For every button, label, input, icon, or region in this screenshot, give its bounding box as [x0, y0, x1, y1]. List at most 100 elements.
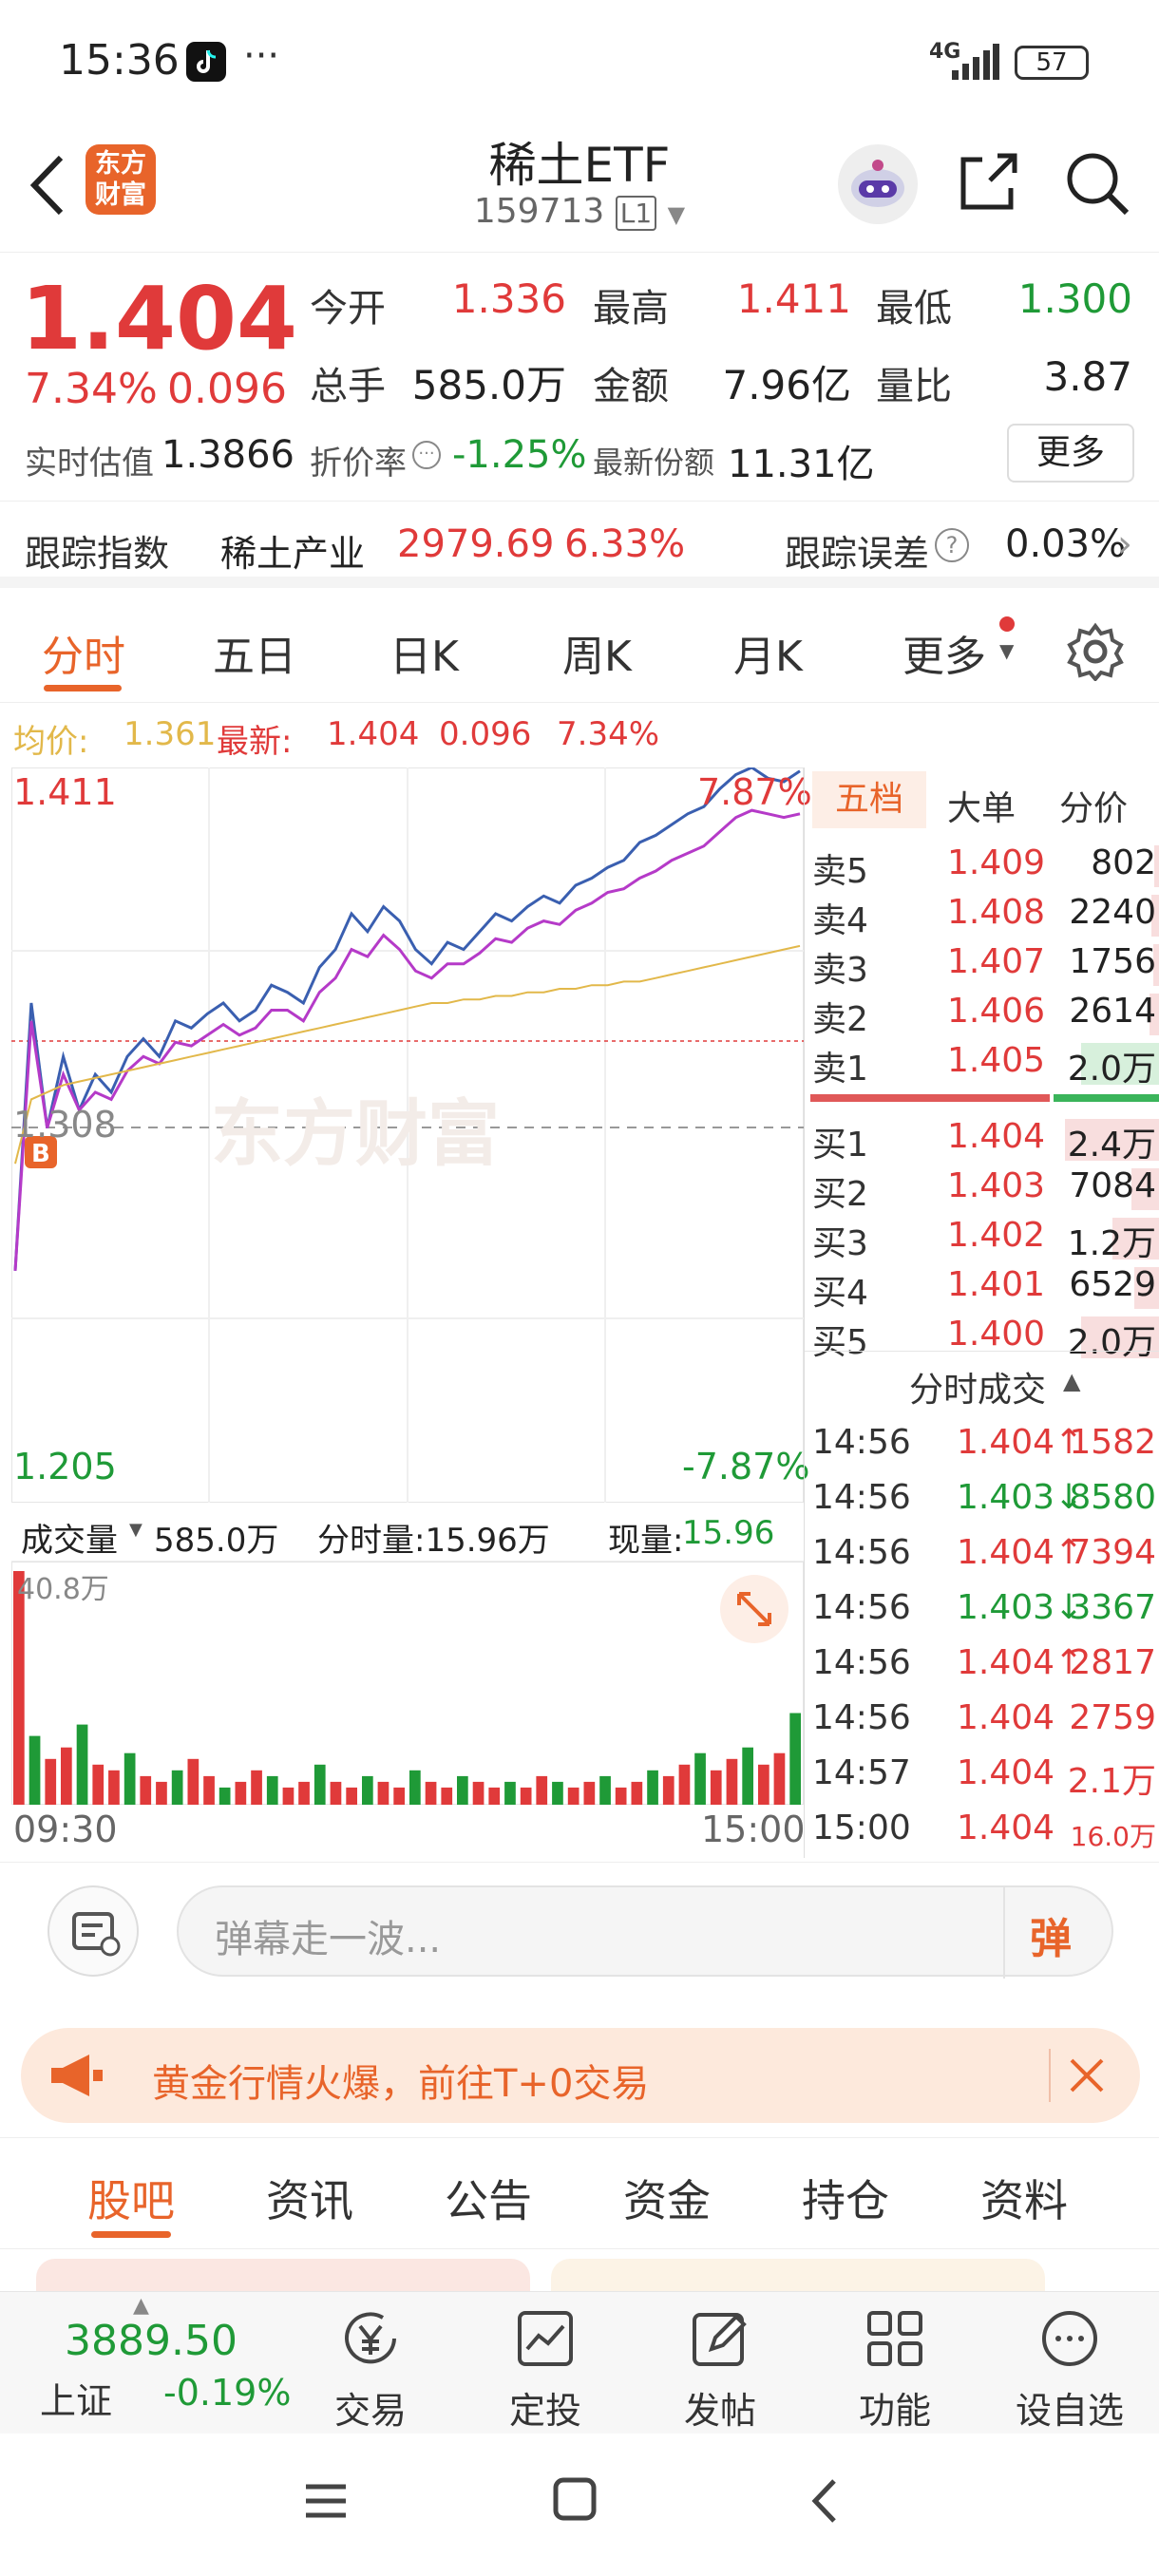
- bid-volume-bar: [1112, 1218, 1159, 1260]
- battery-level: 57: [1036, 48, 1068, 77]
- shares-label: 最新份额: [593, 445, 715, 481]
- bid-row[interactable]: 买4 1.401 6529: [805, 1261, 1159, 1313]
- assistant-avatar[interactable]: [838, 144, 918, 224]
- chart-frame-icon: [518, 2311, 573, 2366]
- help-icon[interactable]: ?: [935, 528, 969, 562]
- expand-button[interactable]: [720, 1575, 788, 1643]
- tab-more[interactable]: 更多: [902, 633, 986, 681]
- close-icon[interactable]: [1066, 2055, 1108, 2096]
- volume-bar: [409, 1770, 421, 1805]
- ask-row[interactable]: 卖2 1.406 2614: [805, 988, 1159, 1039]
- trade-volume: 3367: [1069, 1588, 1156, 1627]
- ask-row[interactable]: 卖3 1.407 1756: [805, 938, 1159, 990]
- tracking-pct: 6.33%: [564, 522, 686, 566]
- tab-news[interactable]: 资讯: [266, 2175, 353, 2226]
- danmu-input[interactable]: 弹幕走一波... 弹: [177, 1885, 1113, 1979]
- order-book: 五档 大单 分价 卖5 1.409 802 卖4 1.408 2240 卖3 1.407 175…: [804, 767, 1159, 1858]
- tab-monthly-k[interactable]: 月K: [733, 633, 803, 681]
- tab-profile[interactable]: 资料: [980, 2175, 1068, 2226]
- caret-down-icon: ▼: [999, 639, 1015, 662]
- tab-indicator: [44, 685, 122, 691]
- volume-bar: [76, 1724, 88, 1805]
- search-icon[interactable]: [1062, 148, 1130, 217]
- bid-volume-bar: [1065, 1119, 1159, 1161]
- trade-price: 1.404: [957, 1753, 1055, 1792]
- bid-vol: 6529: [1069, 1265, 1156, 1304]
- danmu-settings-button[interactable]: [48, 1885, 139, 1977]
- chart-top-price: 1.411: [13, 771, 117, 813]
- trade-row: 14:56 1.404↑ 1582: [805, 1419, 1159, 1468]
- bid-price: 1.401: [947, 1265, 1046, 1304]
- chart-tabs: 分时 五日 日K 周K 月K 更多 ▼: [0, 594, 1159, 703]
- market-index-widget[interactable]: ▲ 3889.50 上证 -0.19%: [0, 2292, 304, 2434]
- ask-bid-ratio-red: [810, 1094, 1050, 1102]
- volume-bar: [694, 1752, 706, 1805]
- more-button[interactable]: 更多: [1007, 424, 1134, 483]
- caret-down-icon[interactable]: ▼: [129, 1520, 142, 1540]
- trade-price: 1.404: [957, 1698, 1055, 1737]
- ask-row[interactable]: 卖4 1.408 2240: [805, 889, 1159, 940]
- bid-row[interactable]: 买5 1.400 2.0万: [805, 1311, 1159, 1362]
- latest-pct: 7.34%: [557, 715, 660, 753]
- home-icon[interactable]: [551, 2475, 598, 2523]
- volume-chart-svg[interactable]: [11, 1562, 804, 1805]
- tracking-row[interactable]: 跟踪指数 稀土产业 2979.69 6.33% 跟踪误差 ? 0.03% ›: [0, 501, 1159, 588]
- buy-marker-badge[interactable]: [25, 1136, 57, 1168]
- share-icon[interactable]: [956, 148, 1022, 215]
- tab-large-orders[interactable]: 大单: [947, 789, 1016, 828]
- tab-five-day[interactable]: 五日: [213, 633, 296, 681]
- volume-bar: [377, 1781, 390, 1805]
- invest-plan-button[interactable]: 定投: [469, 2292, 621, 2434]
- trade-time: 14:56: [812, 1533, 911, 1572]
- back-icon[interactable]: [806, 2475, 844, 2527]
- trade-row: 14:56 1.403↓ 8580: [805, 1474, 1159, 1524]
- menu-icon[interactable]: [302, 2477, 350, 2525]
- caret-up-icon: ▲: [133, 2294, 149, 2318]
- bid-row[interactable]: 买1 1.404 2.4万: [805, 1113, 1159, 1165]
- post-button[interactable]: 发帖: [644, 2292, 796, 2434]
- chart-top-pct: 7.87%: [697, 771, 812, 813]
- trade-button[interactable]: 交易: [294, 2292, 446, 2434]
- logo-text-2: 财富: [95, 180, 146, 210]
- trade-volume: 2759: [1069, 1698, 1156, 1737]
- notification-dot: [999, 616, 1015, 632]
- add-watchlist-button[interactable]: 设自选: [994, 2292, 1146, 2434]
- tab-announcements[interactable]: 公告: [445, 2175, 532, 2226]
- info-icon[interactable]: ···: [412, 441, 441, 469]
- volume-bar: [583, 1781, 596, 1805]
- tab-five-levels[interactable]: 五档: [812, 771, 926, 828]
- volume-selector[interactable]: 成交量: [21, 1522, 118, 1560]
- tab-daily-k[interactable]: 日K: [390, 633, 459, 681]
- promo-banner[interactable]: 黄金行情火爆，前往T+0交易: [21, 2028, 1140, 2123]
- tab-indicator: [91, 2231, 171, 2238]
- caret-down-icon[interactable]: ▼: [667, 201, 686, 228]
- ask-row[interactable]: 卖1 1.405 2.0万: [805, 1037, 1159, 1089]
- tab-weekly-k[interactable]: 周K: [562, 633, 632, 681]
- tab-price-dist[interactable]: 分价: [1059, 789, 1129, 828]
- chevron-left-icon[interactable]: [27, 152, 68, 218]
- functions-button[interactable]: 功能: [819, 2292, 971, 2434]
- trades-title[interactable]: 分时成交: [909, 1371, 1047, 1410]
- volume-bar: [520, 1787, 532, 1805]
- bid-row[interactable]: 买2 1.403 7084: [805, 1163, 1159, 1214]
- settings-gear-icon[interactable]: [1066, 622, 1125, 681]
- avg-price-line: [14, 944, 801, 1165]
- volume-bar: [156, 1781, 167, 1805]
- edit-icon: [693, 2313, 747, 2366]
- latest-label: 最新:: [217, 723, 293, 761]
- volume-value: 585.0万: [411, 362, 566, 408]
- price-chart-svg[interactable]: 东方财富 B: [11, 767, 804, 1503]
- chevron-right-icon: ›: [1117, 522, 1132, 566]
- tab-intraday[interactable]: 分时: [42, 633, 125, 681]
- ask-row[interactable]: 卖5 1.409 802: [805, 840, 1159, 891]
- bid-row[interactable]: 买3 1.402 1.2万: [805, 1212, 1159, 1263]
- intraday-chart[interactable]: 东方财富 B 1.411 7.87% 1.308 1.205 -7.87% 成交…: [11, 767, 812, 1858]
- app-logo: 东方 财富: [86, 144, 156, 215]
- tab-forum[interactable]: 股吧: [87, 2175, 175, 2226]
- volume-bar: [472, 1781, 484, 1805]
- danmu-send-button[interactable]: 弹: [1030, 1915, 1072, 1963]
- tab-funds[interactable]: 资金: [623, 2175, 711, 2226]
- tab-holdings[interactable]: 持仓: [802, 2175, 889, 2226]
- bid-label: 买2: [812, 1175, 868, 1214]
- caret-up-icon[interactable]: ▲: [1063, 1368, 1081, 1394]
